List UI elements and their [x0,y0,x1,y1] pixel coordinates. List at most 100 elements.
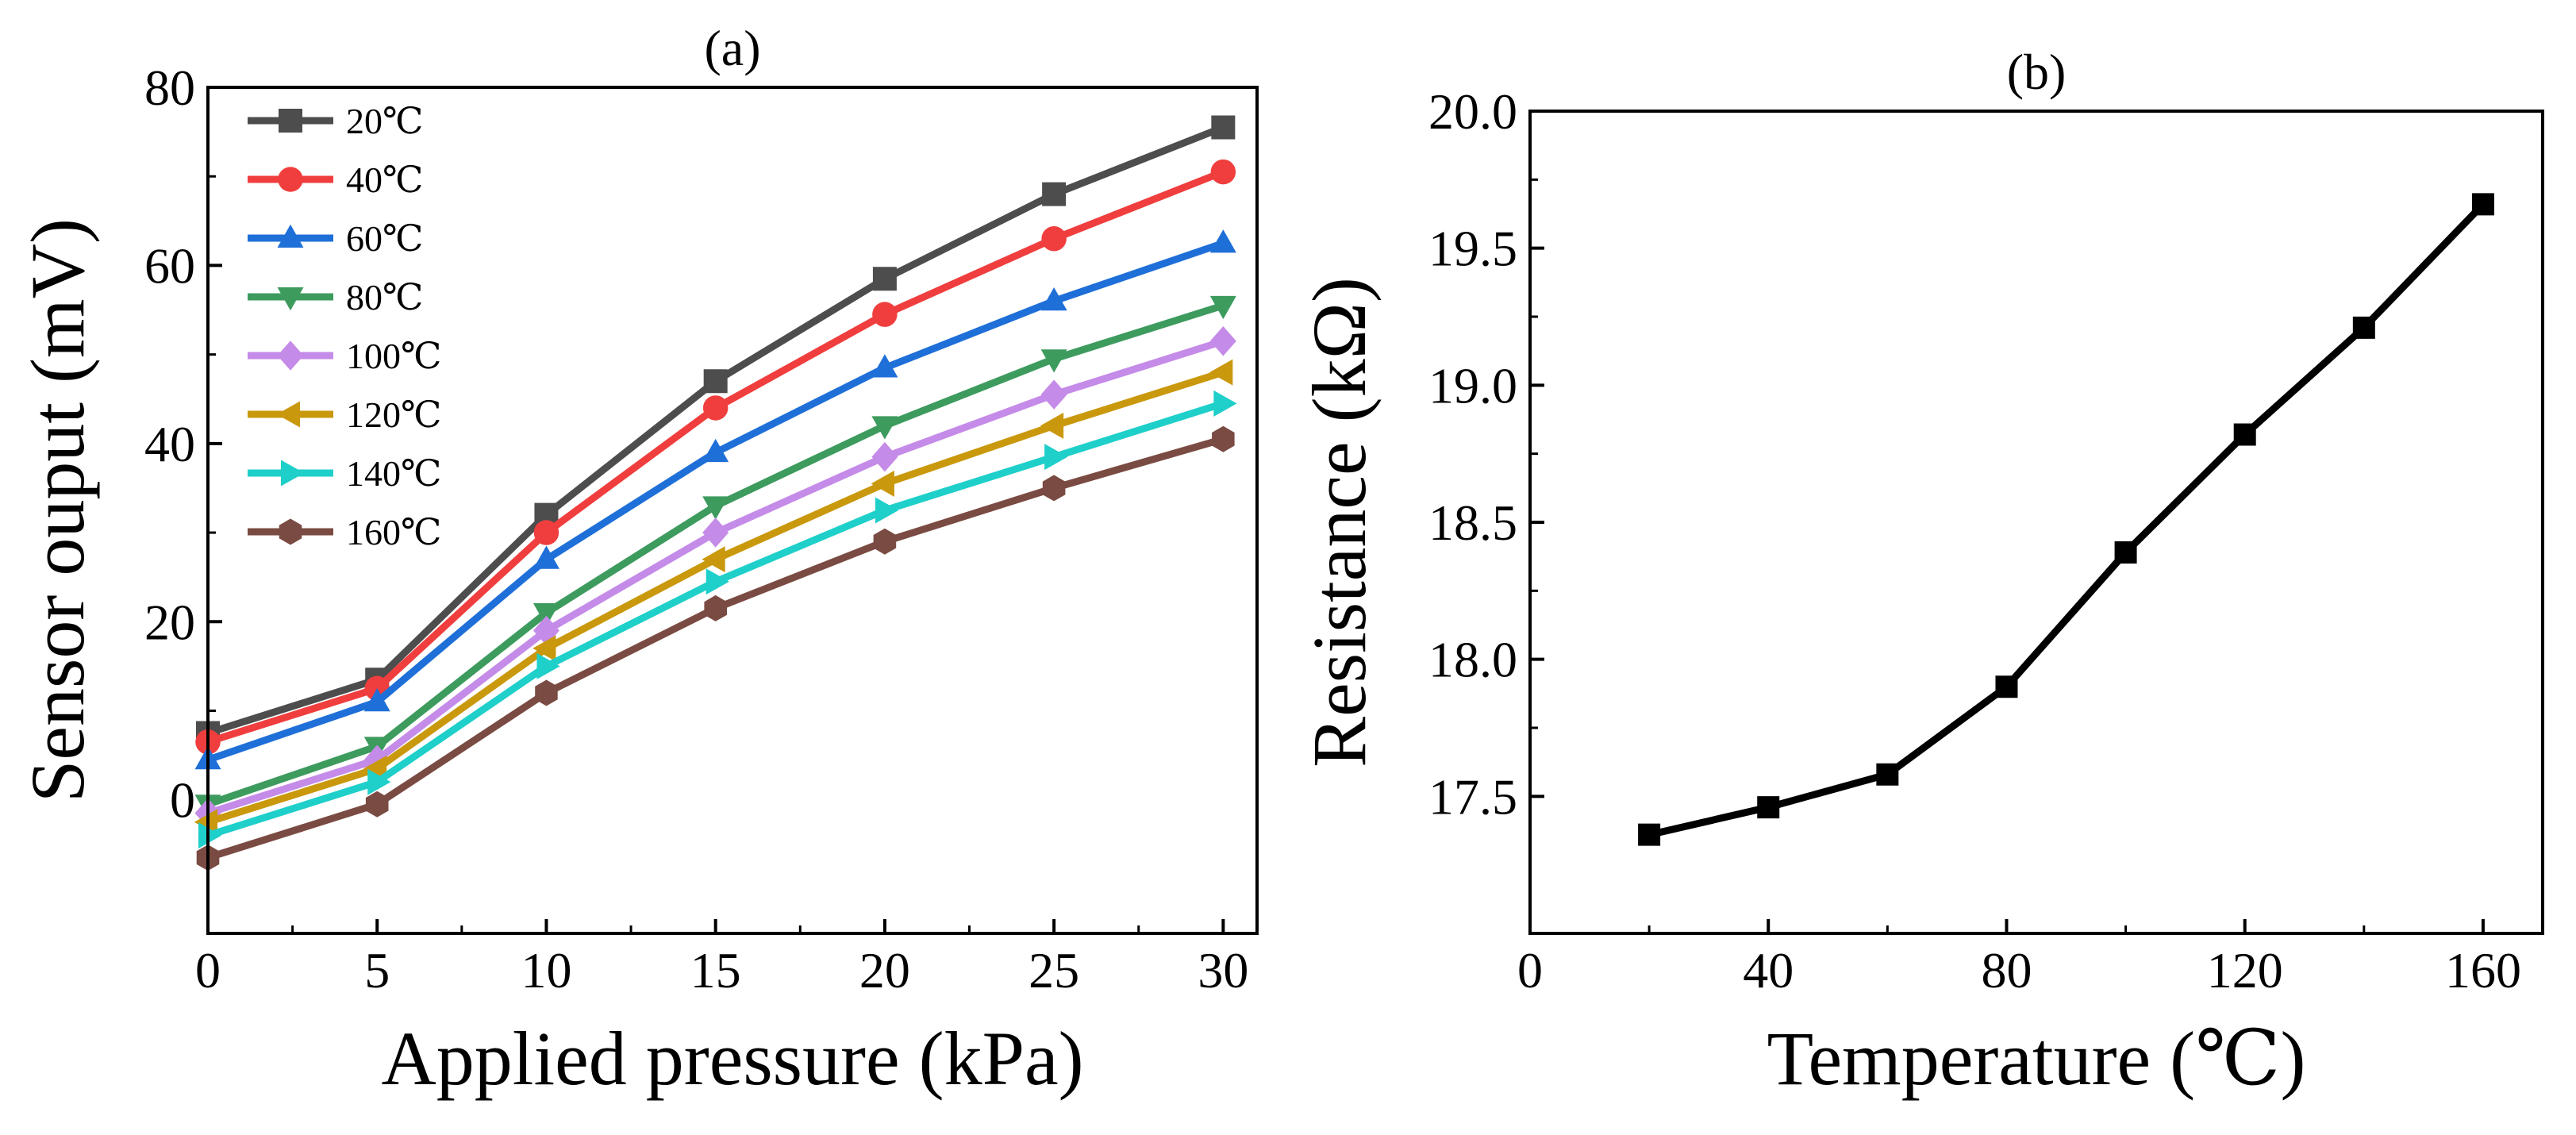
panel-a-series-group [194,115,1237,871]
legend-item: 160℃ [248,512,441,552]
data-point [1995,675,2018,698]
data-point [198,822,222,849]
series-60℃ [194,229,1236,770]
data-point [2233,423,2256,446]
data-point [1040,379,1067,410]
legend-item: 40℃ [248,160,423,200]
panel-a-x-axis-label: Applied pressure (kPa) [381,1016,1083,1101]
x-tick-label: 25 [1028,942,1079,998]
data-point [536,652,560,679]
legend-label: 160℃ [346,512,441,552]
series-120℃ [194,359,1233,836]
y-tick-label: 20.0 [1428,83,1517,140]
legend-item: 80℃ [248,277,423,317]
data-point [1211,115,1236,140]
panel-b-series-group [1638,193,2494,846]
x-tick-label: 15 [690,942,741,998]
data-point [873,528,897,555]
data-point [1042,182,1067,206]
data-point [871,354,898,378]
panel-a-label: (a) [704,20,760,76]
data-point [533,635,556,662]
data-point [365,791,389,818]
data-point [702,517,729,548]
data-point [194,809,217,836]
x-tick-label: 10 [521,942,571,998]
series-160℃ [196,425,1235,871]
data-point [533,520,559,545]
data-point [1210,159,1236,185]
legend-marker [281,460,305,487]
panel-b-chart: (b) 0 40 80 120 16017.518.018.519.019.520.0 … [1297,44,2544,1101]
data-point [1876,763,1899,786]
data-point [872,267,897,291]
y-tick-label: 18.5 [1428,494,1517,551]
legend-label: 60℃ [346,218,423,259]
panel-b-x-axis-label: Temperature (℃) [1767,1016,2306,1101]
legend-label: 40℃ [346,160,423,200]
panel-a-legend: 20℃ 40℃ 60℃ 80℃ 100℃ 120℃ 140℃ 160℃ [248,101,441,552]
data-point [702,496,729,520]
y-tick-label: 19.5 [1428,221,1517,277]
data-point [1209,326,1236,356]
panel-b-plot-frame [1528,110,2544,935]
panel-b-y-axis-label: Resistance (kΩ) [1297,277,1382,768]
y-tick-label: 60 [144,237,195,294]
legend-marker [277,224,304,248]
data-point [2114,541,2137,564]
data-point [2352,316,2375,339]
data-point [702,546,725,573]
x-tick-label: 0 [1517,942,1543,998]
legend-item: 120℃ [248,394,441,435]
data-point [1209,295,1236,320]
data-point [871,416,898,440]
x-tick-label: 30 [1198,942,1248,998]
x-tick-label: 20 [859,942,910,998]
x-tick-label: 80 [1981,942,2032,998]
data-point [1209,229,1236,253]
data-point [1757,796,1780,819]
data-point [1040,287,1067,311]
panel-a-plot-frame [206,86,1259,935]
y-tick-label: 0 [170,772,195,829]
data-point [533,545,559,569]
x-tick-label: 5 [364,942,390,998]
panel-a-y-axis-label: Sensor ouput (mV) [15,218,100,802]
panel-b-label: (b) [2007,44,2067,100]
data-point [702,395,729,421]
legend-marker [276,401,300,428]
data-point [1040,349,1067,373]
y-tick-label: 17.5 [1428,768,1517,825]
data-point [535,679,558,706]
y-tick-label: 19.0 [1428,357,1517,414]
legend-marker [279,109,302,133]
y-tick-label: 40 [144,416,195,472]
data-point [703,369,728,394]
x-tick-label: 160 [2445,942,2521,998]
x-tick-label: 0 [195,942,221,998]
legend-label: 80℃ [346,277,423,317]
legend-item: 20℃ [248,101,423,141]
data-point [1040,412,1064,439]
panel-b-ticks: 0 40 80 120 160 17.5 18.0 18.5 19.0 19.5 20.0 [1428,83,2521,998]
panel-a-chart: (a) 0 5 10 15 20 25 30 0 20 40 60 80 20℃ 40℃ 60℃ 80℃ 10… [15,20,1259,1101]
y-tick-label: 20 [144,594,195,650]
legend-label: 100℃ [346,336,441,376]
legend-item: 60℃ [248,218,423,259]
data-point [1638,823,1661,846]
y-tick-label: 18.0 [1428,632,1517,688]
data-point [1041,226,1067,252]
x-tick-label: 120 [2207,942,2283,998]
data-point [534,502,559,527]
data-point [1044,444,1068,471]
legend-marker [279,518,302,545]
data-point [871,470,894,497]
panel-a-ticks: 0 5 10 15 20 25 30 0 20 40 60 80 [144,60,1248,998]
data-point [533,603,559,627]
data-point [704,594,727,621]
data-point [367,768,391,795]
legend-label: 140℃ [346,453,441,494]
series-line [1648,202,2486,839]
data-point [2471,193,2494,216]
